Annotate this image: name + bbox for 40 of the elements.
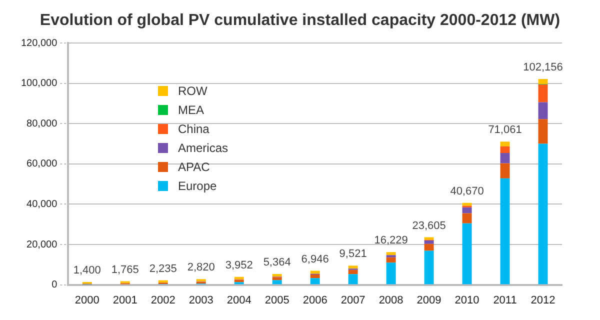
total-label: 71,061 (488, 124, 522, 136)
legend-label: ROW (178, 84, 208, 98)
y-tick-label: 60,000 (26, 158, 58, 170)
legend-label: China (178, 122, 210, 136)
total-label: 3,952 (225, 259, 253, 272)
y-tick-label: 40,000 (26, 198, 58, 210)
x-tick-label: 2005 (264, 294, 290, 306)
total-label: 16,229 (374, 234, 408, 247)
y-tick-label: 80,000 (26, 118, 58, 130)
x-tick-label: 2011 (493, 294, 517, 306)
legend-label: MEA (178, 103, 204, 117)
total-label: 23,605 (412, 220, 446, 232)
total-label: 102,156 (523, 61, 563, 74)
x-tick-label: 2010 (454, 294, 480, 306)
x-tick-label: 2000 (74, 294, 100, 306)
y-tick-label: 20,000 (26, 239, 58, 250)
x-tick-label: 2001 (112, 294, 138, 306)
y-tick-label: 100,000 (20, 78, 58, 90)
x-tick-label: 2003 (188, 294, 214, 306)
x-tick-label: 2012 (530, 294, 556, 306)
total-label: 1,765 (111, 264, 139, 276)
x-tick-label: 2007 (340, 294, 366, 306)
total-label: 2,235 (149, 262, 177, 275)
chart-title: Evolution of global PV cumulative installed capacity 2000-2012 (MW) (38, 11, 562, 31)
legend-label: Americas (178, 141, 228, 155)
total-label: 2,820 (187, 262, 215, 274)
x-tick-label: 2002 (150, 294, 176, 306)
total-label: 9,521 (339, 248, 367, 260)
y-tick-label: 120,000 (20, 38, 58, 49)
total-label: 5,364 (263, 256, 291, 269)
legend-label: Europe (178, 179, 217, 193)
total-label: 1,400 (73, 264, 101, 277)
y-tick-label: 0 (52, 280, 58, 291)
x-tick-label: 2004 (226, 294, 252, 306)
total-label: 6,946 (301, 253, 329, 266)
legend-label: APAC (178, 160, 210, 174)
x-tick-label: 2006 (302, 294, 328, 306)
x-tick-label: 2008 (378, 294, 404, 306)
total-label: 40,670 (450, 185, 484, 198)
x-tick-label: 2009 (416, 294, 442, 306)
